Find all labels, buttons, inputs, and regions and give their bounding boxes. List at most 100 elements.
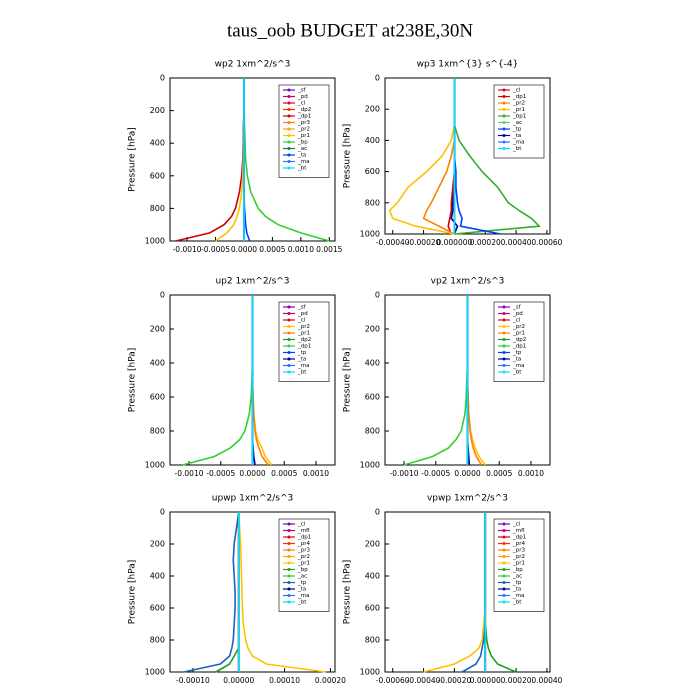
legend-label: _pd (512, 311, 523, 317)
x-tick-label: -0.0010 (173, 245, 202, 254)
legend-marker (287, 587, 291, 591)
legend-marker (287, 542, 291, 545)
legend-marker (287, 600, 291, 604)
legend-label: _ta (297, 357, 306, 363)
x-tick-label: 0.00010 (269, 676, 300, 685)
legend-label: _dp1 (512, 344, 526, 350)
x-tick-label: -0.00060 (376, 676, 410, 685)
y-tick-label: 1000 (145, 461, 165, 470)
x-tick-label: 0.0010 (288, 245, 314, 254)
y-tick-label: 800 (365, 636, 380, 645)
x-tick-label: 0.0005 (271, 469, 297, 478)
legend-marker (287, 338, 291, 341)
x-tick-label: -0.0005 (201, 245, 230, 254)
x-tick-label: 0.0010 (303, 469, 329, 478)
legend-label: _ta (512, 357, 521, 363)
legend-marker (287, 153, 291, 157)
panel-title: up2 1xm^2/s^3 (215, 277, 289, 287)
plot-area (384, 511, 551, 673)
y-tick-label: 0 (160, 508, 165, 517)
y-tick-label: 600 (150, 604, 165, 613)
legend-marker (287, 548, 291, 552)
legend-label: _dp1 (297, 344, 311, 350)
legend-marker (287, 312, 291, 315)
legend-label: _ta (512, 587, 521, 593)
legend-label: _pr4 (297, 541, 311, 547)
y-axis-label: Pressure [hPa] (343, 124, 353, 189)
legend-label: _mfl (512, 528, 525, 534)
legend-label: _sf (512, 305, 522, 311)
x-tick-label: 0.0005 (259, 245, 285, 254)
legend-marker (502, 134, 506, 137)
legend-label: _sf (297, 88, 307, 94)
y-tick-label: 600 (365, 604, 380, 613)
y-tick-label: 200 (150, 106, 165, 115)
legend-box (493, 301, 545, 382)
legend-label: _ma (297, 593, 309, 599)
legend-marker (287, 357, 291, 361)
plot-area (169, 511, 336, 673)
legend-marker (287, 529, 291, 532)
legend-label: _pd (297, 94, 308, 100)
legend-label: _pd (297, 311, 308, 317)
legend-marker (287, 166, 291, 170)
legend-label: _tp (512, 580, 522, 586)
legend-marker (502, 312, 506, 315)
legend-marker (287, 121, 291, 124)
legend-marker (502, 127, 506, 131)
y-tick-label: 1000 (360, 230, 380, 239)
legend-marker (287, 140, 291, 144)
y-tick-label: 1000 (360, 461, 380, 470)
y-tick-label: 800 (365, 427, 380, 436)
legend-marker (502, 542, 506, 545)
legend-label: _bt (297, 600, 307, 606)
legend-label: _ac (512, 574, 522, 580)
y-tick-label: 800 (365, 198, 380, 207)
x-tick-label: 0.0015 (316, 245, 342, 254)
legend-box (278, 301, 330, 382)
legend-marker (287, 108, 291, 111)
legend-label: _pr4 (512, 541, 526, 547)
legend-label: _pr3 (512, 548, 526, 554)
legend-label: _pr2 (512, 324, 525, 330)
legend-label: _ta (512, 133, 521, 139)
panel: upwp 1xm^2/s^3 Pressure [hPa] 0 200 400 600 80… (128, 494, 347, 686)
legend-marker (502, 344, 506, 348)
legend-label: _ma (297, 159, 309, 165)
legend-marker (502, 357, 506, 361)
legend-marker (287, 95, 291, 98)
legend-marker (502, 331, 506, 335)
legend-label: _pr1 (512, 331, 525, 337)
legend-label: _bt (512, 600, 522, 606)
x-tick-label: 0.00020 (315, 676, 346, 685)
legend-marker (502, 555, 506, 558)
legend-marker (502, 121, 506, 124)
x-tick-label: 0.00020 (470, 238, 501, 247)
legend-marker (287, 114, 291, 118)
legend-marker (502, 568, 506, 571)
legend-marker (502, 594, 506, 597)
legend-marker (287, 101, 291, 105)
x-tick-label: 0.0010 (518, 469, 544, 478)
legend-label: _ma (297, 363, 309, 369)
legend-label: _mfl (297, 528, 310, 534)
legend-label: _bt (297, 166, 307, 172)
legend-marker (502, 338, 506, 341)
legend-marker (502, 548, 506, 552)
legend-label: _ma (512, 593, 524, 599)
legend-marker (502, 370, 506, 374)
y-tick-label: 200 (365, 325, 380, 334)
y-tick-label: 800 (150, 636, 165, 645)
legend-marker (287, 370, 291, 374)
legend-label: _cl (297, 101, 306, 107)
legend-marker (502, 561, 506, 565)
x-tick-label: 0.0000 (454, 469, 480, 478)
legend-label: _ac (297, 574, 307, 580)
y-tick-label: 400 (150, 139, 165, 148)
panel: vpwp 1xm^2/s^3 Pressure [hPa] 0 200 400 600 80… (343, 494, 563, 686)
x-tick-label: 0.00000 (223, 676, 254, 685)
x-tick-label: -0.00010 (176, 676, 210, 685)
y-tick-label: 1000 (145, 237, 165, 246)
legend-marker (287, 344, 291, 348)
x-tick-label: 0.00040 (501, 238, 532, 247)
